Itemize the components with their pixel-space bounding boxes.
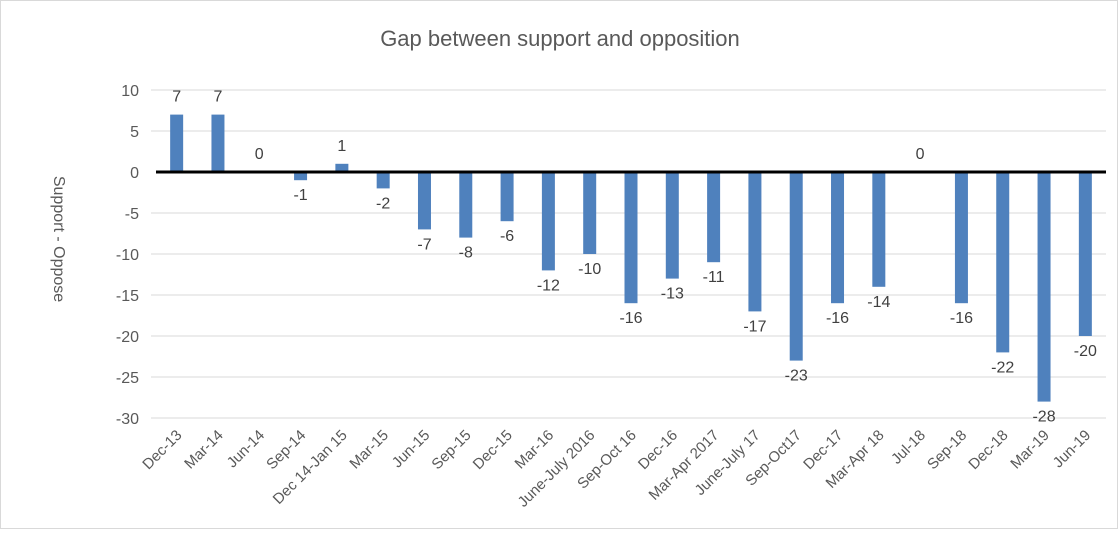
data-label: -23 — [785, 368, 808, 385]
y-axis-label: Support - Oppose — [50, 176, 67, 302]
data-label: 0 — [255, 146, 264, 163]
x-tick-label: Dec-15 — [470, 427, 516, 473]
bar — [459, 172, 473, 238]
bar — [294, 172, 308, 181]
chart-title: Gap between support and opposition — [380, 26, 740, 51]
x-tick-label: Sep-15 — [428, 427, 474, 473]
bar — [500, 172, 514, 222]
x-tick-label: Dec 14-Jan 15 — [270, 427, 351, 508]
x-tick-label: Jun-15 — [389, 427, 433, 471]
data-label: -22 — [991, 359, 1014, 376]
bar — [748, 172, 762, 312]
data-label: -2 — [376, 195, 390, 212]
y-tick-label: -10 — [116, 247, 139, 264]
data-label: 7 — [214, 89, 223, 106]
bar — [335, 163, 349, 172]
data-label: 0 — [916, 146, 925, 163]
y-tick-label: -20 — [116, 329, 139, 346]
x-tick-label: Jul-18 — [888, 427, 929, 468]
x-tick-label: Mar-19 — [1007, 427, 1053, 473]
y-tick-label: -15 — [116, 288, 139, 305]
data-label: -28 — [1032, 409, 1055, 426]
x-tick-label: Jun-14 — [224, 427, 268, 471]
x-tick-label: Jun-19 — [1050, 427, 1094, 471]
bar — [665, 172, 679, 279]
data-label: -16 — [950, 310, 973, 327]
bar — [1037, 172, 1051, 402]
bar — [417, 172, 431, 230]
bar — [996, 172, 1010, 353]
bar — [954, 172, 968, 304]
x-tick-label: Mar-15 — [346, 427, 392, 473]
data-label: -17 — [743, 318, 766, 335]
data-label: -20 — [1074, 343, 1097, 360]
data-label: 1 — [337, 138, 346, 155]
data-label: -11 — [703, 269, 725, 286]
x-tick-label: Dec-18 — [965, 427, 1011, 473]
bar — [707, 172, 721, 263]
data-label: -12 — [537, 277, 560, 294]
data-label: -16 — [826, 310, 849, 327]
data-label: 7 — [172, 89, 181, 106]
y-tick-label: -5 — [125, 206, 139, 223]
y-tick-label: -30 — [116, 411, 139, 428]
x-tick-label: Sep-18 — [924, 427, 970, 473]
y-tick-label: 0 — [130, 165, 139, 182]
y-tick-label: 5 — [130, 124, 139, 141]
bar — [872, 172, 886, 287]
bar — [1078, 172, 1092, 336]
bar — [170, 114, 184, 172]
data-label: -10 — [578, 261, 601, 278]
data-label: -16 — [619, 310, 642, 327]
bar — [789, 172, 803, 361]
data-label: -6 — [500, 228, 514, 245]
y-tick-label: -25 — [116, 370, 139, 387]
bar — [541, 172, 555, 271]
x-tick-label: Mar-14 — [181, 427, 227, 473]
data-label: -7 — [417, 236, 431, 253]
data-label: -1 — [293, 187, 307, 204]
bar — [624, 172, 638, 304]
bar — [211, 114, 225, 172]
y-tick-label: 10 — [121, 83, 139, 100]
bar — [583, 172, 597, 254]
data-label: -8 — [459, 245, 473, 262]
bar — [376, 172, 390, 189]
bar — [831, 172, 845, 304]
data-label: -14 — [867, 294, 890, 311]
data-label: -13 — [661, 286, 684, 303]
x-tick-label: Dec-13 — [139, 427, 185, 473]
